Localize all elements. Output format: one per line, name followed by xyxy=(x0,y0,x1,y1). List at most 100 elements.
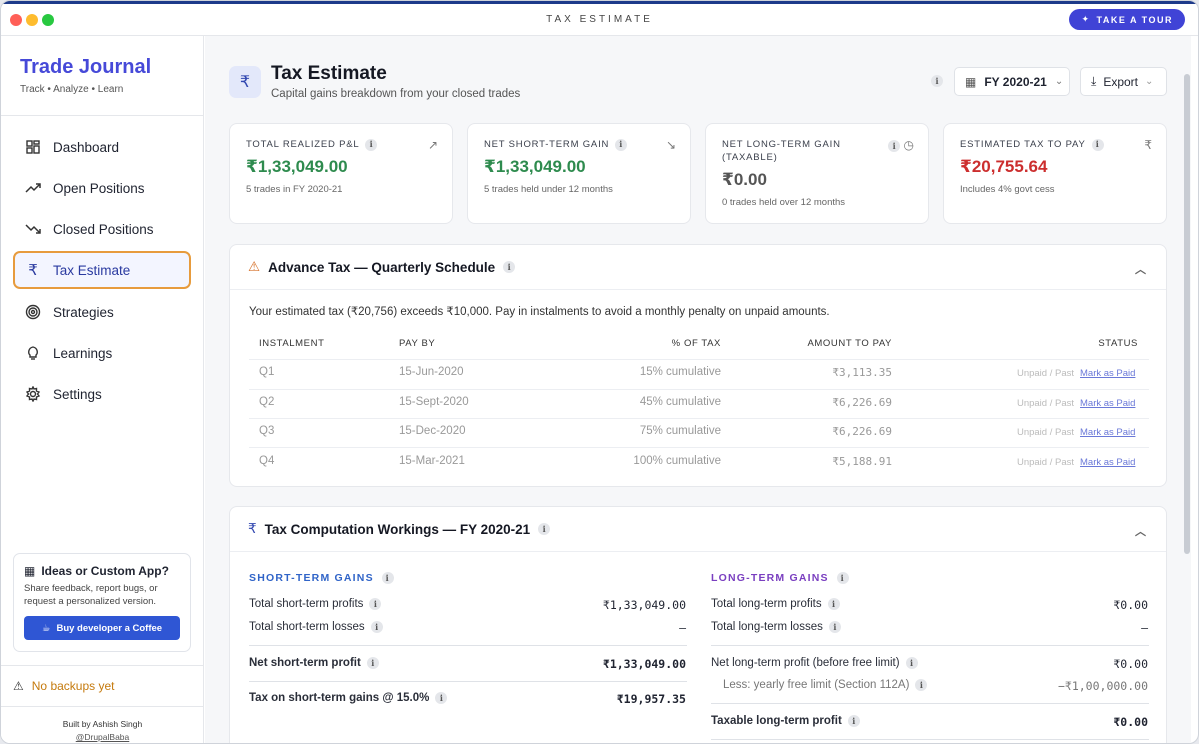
short-profits-label: Total short-term profits i xyxy=(249,598,382,610)
info-icon[interactable]: i xyxy=(615,138,628,151)
chevron-down-icon: ⌄ xyxy=(1054,76,1064,87)
cell-pct: 75% cumulative xyxy=(639,425,721,437)
sidebar-item-settings[interactable]: Settings xyxy=(13,375,191,413)
sidebar-item-closed-positions[interactable]: Closed Positions xyxy=(13,210,191,248)
short-losses-value: — xyxy=(679,621,686,635)
sidebar-item-tax-estimate[interactable]: ₹ Tax Estimate xyxy=(13,251,191,289)
sidebar-item-label: Dashboard xyxy=(53,139,120,155)
author-handle-link[interactable]: @DrupalBaba xyxy=(75,732,130,742)
kpi-label-text: TOTAL REALIZED P&L xyxy=(246,139,360,150)
short-profits-value: ₹1,33,049.00 xyxy=(602,598,686,612)
mark-paid-link[interactable]: Mark as Paid xyxy=(1080,368,1136,379)
kpi-note: Includes 4% govt cess xyxy=(960,184,1055,195)
info-icon[interactable]: i xyxy=(931,75,943,87)
short-net-label: Net short-term profit i xyxy=(249,657,379,669)
kpi-net-short-term: NET SHORT-TERM GAIN i ↘ ₹1,33,049.00 5 tr… xyxy=(467,123,691,224)
rupee-icon: ₹ xyxy=(248,521,257,536)
info-icon[interactable]: i xyxy=(366,657,379,669)
status-badge: Unpaid / Past xyxy=(1016,368,1074,379)
long-profits-value: ₹0.00 xyxy=(1113,598,1148,612)
short-term-title-text: SHORT-TERM GAINS xyxy=(249,572,374,584)
window-title: TAX ESTIMATE xyxy=(546,14,653,25)
title-bar-accent xyxy=(1,1,1198,4)
backups-warning[interactable]: ⚠ No backups yet xyxy=(13,679,114,693)
long-taxable-label-text: Taxable long-term profit xyxy=(711,715,842,727)
info-icon[interactable]: i xyxy=(1091,138,1104,151)
sparkle-icon: ✦ xyxy=(1081,14,1091,24)
short-net-label-text: Net short-term profit xyxy=(249,657,361,669)
coffee-icon: ☕ xyxy=(41,622,51,634)
kpi-label: NET SHORT-TERM GAIN i xyxy=(484,138,674,151)
kpi-value: ₹0.00 xyxy=(722,170,767,189)
maximize-window-button[interactable] xyxy=(42,14,54,26)
cell-amount: ₹6,226.69 xyxy=(832,396,892,409)
info-icon[interactable]: i xyxy=(915,679,928,691)
info-icon[interactable]: i xyxy=(365,138,378,151)
chevron-up-icon[interactable]: ︿ xyxy=(1135,264,1146,276)
kpi-net-long-term: NET LONG-TERM GAIN (TAXABLE) i ◷ ₹0.00 0 … xyxy=(705,123,929,224)
rupee-icon: ₹ xyxy=(229,66,261,98)
bulb-icon xyxy=(28,346,38,360)
ideas-title: ▦ Ideas or Custom App? xyxy=(24,564,180,578)
sidebar-item-learnings[interactable]: Learnings xyxy=(13,334,191,372)
cell-pay-by: 15-Mar-2021 xyxy=(399,455,465,467)
col-header-instalment: INSTALMENT xyxy=(259,338,325,349)
info-icon[interactable]: i xyxy=(370,621,383,633)
table-divider xyxy=(249,418,1149,419)
title-bar: TAX ESTIMATE ✦ TAKE A TOUR xyxy=(1,1,1198,36)
divider xyxy=(711,645,1149,646)
chevron-up-icon[interactable]: ︿ xyxy=(1135,526,1146,538)
short-profits-label-text: Total short-term profits xyxy=(249,598,364,610)
take-tour-button[interactable]: ✦ TAKE A TOUR xyxy=(1069,9,1185,30)
cell-instalment: Q1 xyxy=(259,366,275,378)
main-content: ₹ Tax Estimate Capital gains breakdown f… xyxy=(205,36,1191,743)
advance-tax-card: ⚠ Advance Tax — Quarterly Schedule i ︿ Y… xyxy=(229,244,1167,487)
sidebar: Trade Journal Track • Analyze • Learn Da… xyxy=(1,36,204,743)
info-icon[interactable]: i xyxy=(828,621,841,633)
scrollbar[interactable] xyxy=(1184,74,1190,554)
sidebar-item-strategies[interactable]: Strategies xyxy=(13,293,191,331)
cell-instalment: Q2 xyxy=(259,396,275,408)
mark-paid-link[interactable]: Mark as Paid xyxy=(1080,398,1136,409)
trend-up-icon xyxy=(25,183,41,193)
page-subtitle: Capital gains breakdown from your closed… xyxy=(271,88,521,100)
kpi-note: 0 trades held over 12 months xyxy=(722,197,846,208)
info-icon[interactable]: i xyxy=(369,598,382,610)
info-icon[interactable]: i xyxy=(381,572,394,584)
table-divider xyxy=(249,389,1149,390)
info-icon[interactable]: i xyxy=(847,715,860,727)
fy-select[interactable]: ▦ FY 2020-21 ⌄ xyxy=(954,67,1070,96)
advance-tax-header[interactable]: ⚠ Advance Tax — Quarterly Schedule i ︿ xyxy=(230,245,1166,290)
long-profits-label-text: Total long-term profits xyxy=(711,598,822,610)
clock-icon: ◷ xyxy=(900,138,914,152)
long-taxable-label: Taxable long-term profit i xyxy=(711,715,860,727)
mark-paid-link[interactable]: Mark as Paid xyxy=(1080,457,1136,468)
info-icon[interactable]: i xyxy=(435,692,448,704)
info-icon[interactable]: i xyxy=(905,657,918,669)
minimize-window-button[interactable] xyxy=(26,14,38,26)
kpi-trend-icons: i ◷ xyxy=(888,138,914,152)
tax-computation-header[interactable]: ₹ Tax Computation Workings — FY 2020-21 … xyxy=(230,507,1166,552)
close-window-button[interactable] xyxy=(10,14,22,26)
gear-icon xyxy=(25,386,41,402)
brand-title[interactable]: Trade Journal xyxy=(20,56,152,78)
sidebar-item-dashboard[interactable]: Dashboard xyxy=(13,128,191,166)
info-icon[interactable]: i xyxy=(538,523,551,535)
sidebar-item-open-positions[interactable]: Open Positions xyxy=(13,169,191,207)
info-icon[interactable]: i xyxy=(888,139,901,152)
info-icon[interactable]: i xyxy=(836,572,849,584)
sidebar-item-label: Closed Positions xyxy=(53,221,154,237)
buy-coffee-button[interactable]: ☕ Buy developer a Coffee xyxy=(24,616,180,640)
sidebar-divider xyxy=(1,706,204,707)
export-label: Export xyxy=(1103,74,1138,89)
long-taxable-value: ₹0.00 xyxy=(1113,715,1148,729)
info-icon[interactable]: i xyxy=(827,598,840,610)
kpi-label: ESTIMATED TAX TO PAY i xyxy=(960,138,1150,151)
long-term-title-text: LONG-TERM GAINS xyxy=(711,572,829,584)
export-button[interactable]: ⤓ Export ⌄ xyxy=(1080,67,1167,96)
sidebar-divider xyxy=(1,665,204,666)
info-icon[interactable]: i xyxy=(503,261,516,273)
mark-paid-link[interactable]: Mark as Paid xyxy=(1080,427,1136,438)
long-net-value: ₹0.00 xyxy=(1113,657,1148,671)
